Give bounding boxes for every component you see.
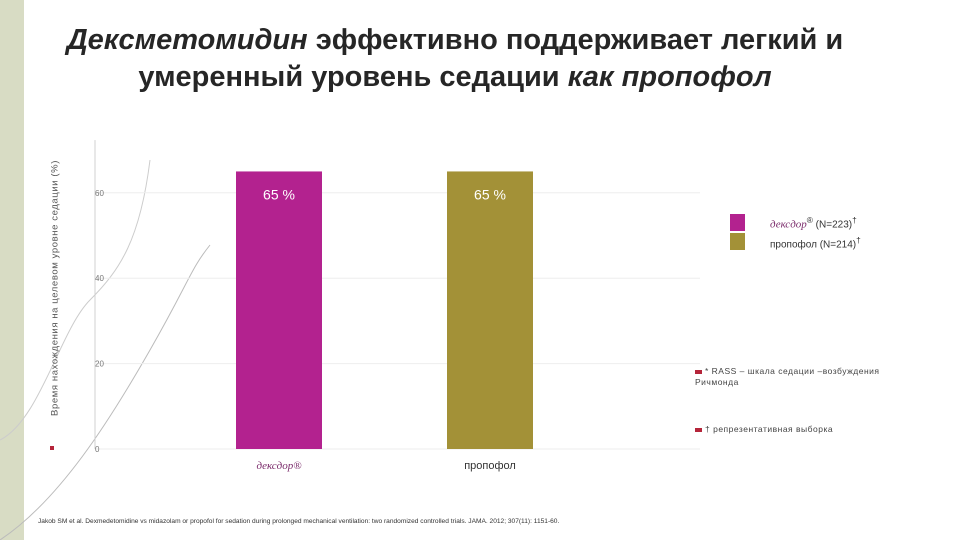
bar-propofol xyxy=(447,171,533,449)
decorative-left-strip xyxy=(0,0,24,540)
title-comparison: как пропофол xyxy=(567,61,772,93)
bar-value-label: 65 % xyxy=(263,186,295,202)
title-drug-name: Дексметомидин xyxy=(66,24,308,56)
y-tick-label: 60 xyxy=(95,189,104,198)
title-text-2: умеренный уровень седации xyxy=(138,61,568,93)
page-title: Дексметомидин эффективно поддерживает ле… xyxy=(40,22,870,96)
legend-swatch-dexdor xyxy=(730,214,745,231)
note-rass: * RASS – шкала седации –возбуждения Ричм… xyxy=(695,366,880,387)
source-citation: Jakob SM et al. Dexmedetomidine vs midaz… xyxy=(38,518,560,525)
note-bullet-icon xyxy=(695,369,702,374)
note-representative: † репрезентативная выборка xyxy=(695,424,910,435)
y-tick-label: 20 xyxy=(95,360,104,369)
legend-label-propofol: пропофол (N=214)† xyxy=(770,235,861,251)
legend-label-dexdor: дексдор® (N=223)† xyxy=(770,215,857,231)
x-tick-label: пропофол xyxy=(464,460,516,472)
legend-swatch-propofol xyxy=(730,233,745,250)
y-tick-label: 0 xyxy=(95,445,100,454)
bar-value-label: 65 % xyxy=(474,186,506,202)
bar-dexdor xyxy=(236,171,322,449)
note-bullet-icon xyxy=(695,427,702,432)
x-tick-label: дексдор® xyxy=(256,460,302,472)
title-text-1: эффективно поддерживает легкий и xyxy=(307,24,844,56)
y-tick-label: 40 xyxy=(95,274,104,283)
